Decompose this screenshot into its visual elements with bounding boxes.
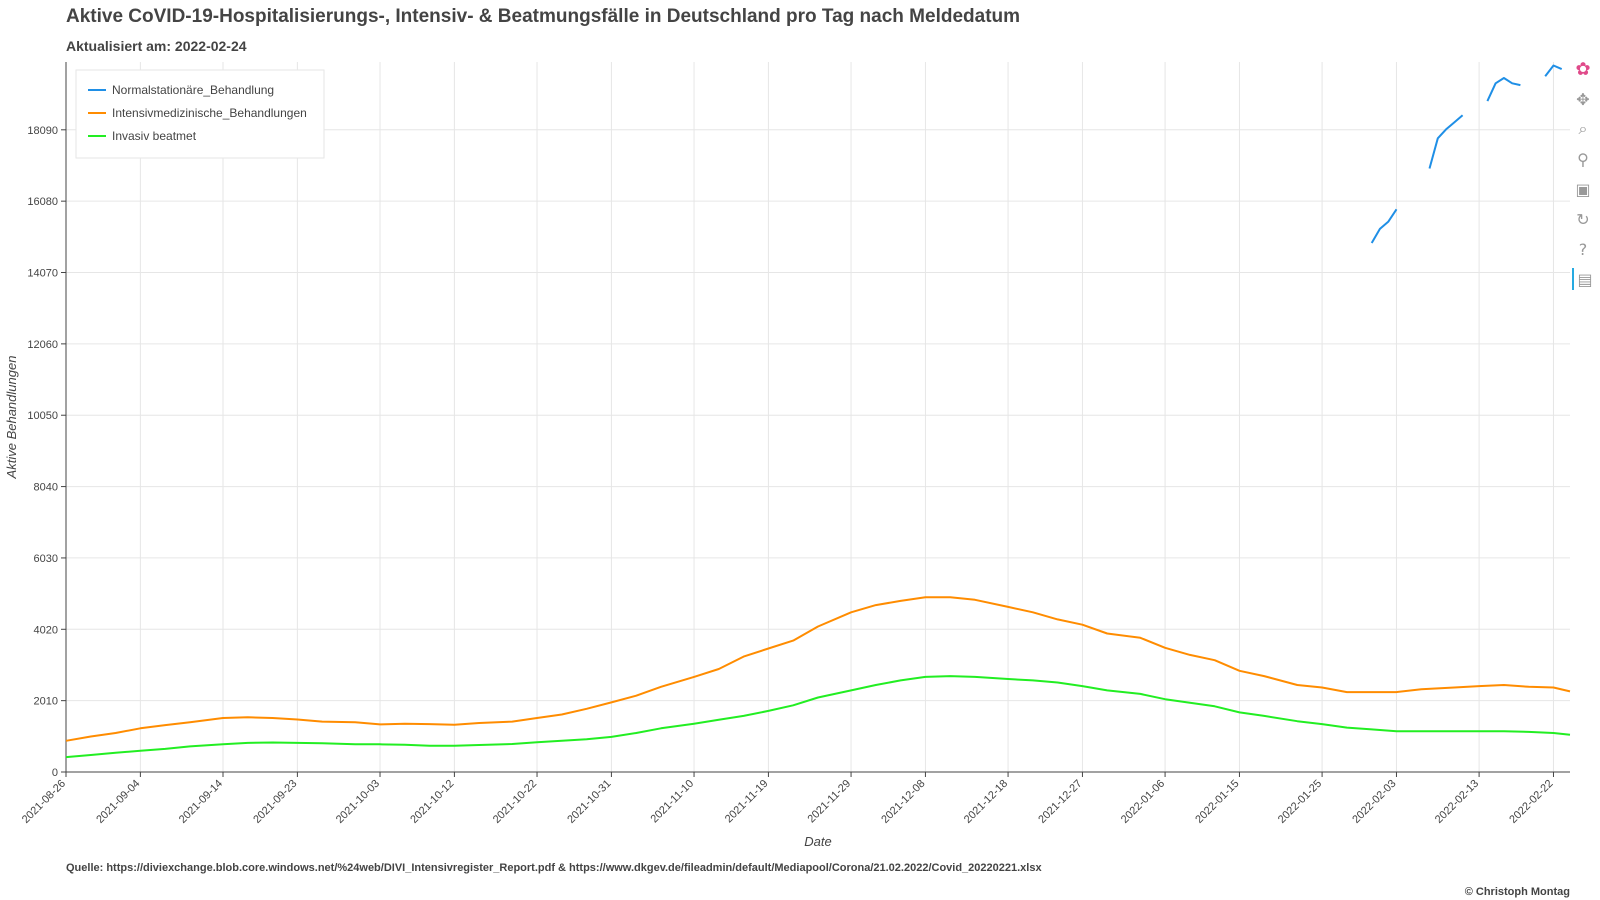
x-axis-label: Date bbox=[804, 834, 831, 849]
bokeh-logo-icon[interactable]: ✿ bbox=[1575, 58, 1591, 80]
legend-box bbox=[75, 69, 325, 159]
source-note: Quelle: https://diviexchange.blob.core.w… bbox=[66, 862, 1042, 874]
x-tick-label: 2021-10-31 bbox=[565, 778, 613, 826]
x-tick-label: 2021-12-18 bbox=[962, 778, 1010, 826]
x-tick-label: 2022-01-15 bbox=[1193, 778, 1241, 826]
wheel-zoom-icon[interactable]: ⚲ bbox=[1577, 149, 1589, 169]
series-line-1 bbox=[65, 596, 1571, 742]
series-line-2 bbox=[65, 675, 1571, 759]
series-line-0 bbox=[1486, 77, 1521, 102]
reset-icon[interactable]: ↻ bbox=[1576, 209, 1590, 229]
legend-label: Intensivmedizinische_Behandlungen bbox=[112, 106, 307, 120]
chart-title: Aktive CoVID-19-Hospitalisierungs-, Inte… bbox=[66, 6, 1021, 27]
series-line-0 bbox=[1544, 64, 1563, 77]
series-line-0 bbox=[1428, 114, 1464, 169]
x-tick-label: 2021-12-27 bbox=[1036, 778, 1084, 826]
x-tick-label: 2021-09-14 bbox=[177, 778, 225, 826]
x-tick-label: 2021-10-03 bbox=[334, 778, 382, 826]
x-tick-label: 2022-02-03 bbox=[1350, 778, 1398, 826]
chart-subtitle: Aktualisiert am: 2022-02-24 bbox=[66, 38, 247, 54]
y-tick-label: 2010 bbox=[34, 696, 58, 708]
x-tick-label: 2021-08-26 bbox=[20, 778, 68, 826]
x-tick-label: 2022-02-13 bbox=[1433, 778, 1481, 826]
help-icon[interactable]: ? bbox=[1578, 239, 1588, 259]
legend-label: Normalstationäre_Behandlung bbox=[112, 83, 274, 97]
chart-toolbar: ✿ ✥ ⌕ ⚲ ▣ ↻ ? ▤ bbox=[1572, 58, 1598, 298]
y-tick-label: 8040 bbox=[34, 482, 58, 494]
legend-label: Invasiv beatmet bbox=[112, 129, 197, 143]
x-tick-label: 2021-09-04 bbox=[94, 778, 142, 826]
x-tick-label: 2021-10-12 bbox=[408, 778, 456, 826]
y-tick-label: 0 bbox=[52, 767, 58, 779]
y-tick-label: 14070 bbox=[27, 268, 58, 280]
box-zoom-icon[interactable]: ⌕ bbox=[1578, 119, 1588, 138]
y-axis-label: Aktive Behandlungen bbox=[4, 356, 19, 480]
x-tick-label: 2021-11-19 bbox=[723, 778, 771, 826]
y-tick-label: 10050 bbox=[27, 410, 58, 422]
y-tick-label: 12060 bbox=[27, 339, 58, 351]
y-tick-label: 6030 bbox=[34, 553, 58, 565]
pan-icon[interactable]: ✥ bbox=[1576, 89, 1590, 109]
x-tick-label: 2021-12-08 bbox=[879, 778, 927, 826]
x-tick-label: 2021-11-10 bbox=[648, 778, 696, 826]
x-tick-label: 2022-01-25 bbox=[1276, 778, 1324, 826]
y-tick-label: 4020 bbox=[34, 624, 58, 636]
x-tick-label: 2022-02-22 bbox=[1507, 778, 1555, 826]
y-tick-label: 16080 bbox=[27, 196, 58, 208]
x-tick-label: 2022-01-06 bbox=[1119, 778, 1167, 826]
save-icon[interactable]: ▣ bbox=[1575, 179, 1591, 199]
x-tick-label: 2021-10-22 bbox=[491, 778, 539, 826]
copyright-note: © Christoph Montag bbox=[1464, 886, 1570, 898]
x-tick-label: 2021-11-29 bbox=[805, 778, 853, 826]
y-tick-label: 18090 bbox=[27, 125, 58, 137]
x-tick-label: 2021-09-23 bbox=[251, 778, 299, 826]
series-line-0 bbox=[1370, 208, 1398, 244]
hover-icon[interactable]: ▤ bbox=[1572, 268, 1596, 290]
